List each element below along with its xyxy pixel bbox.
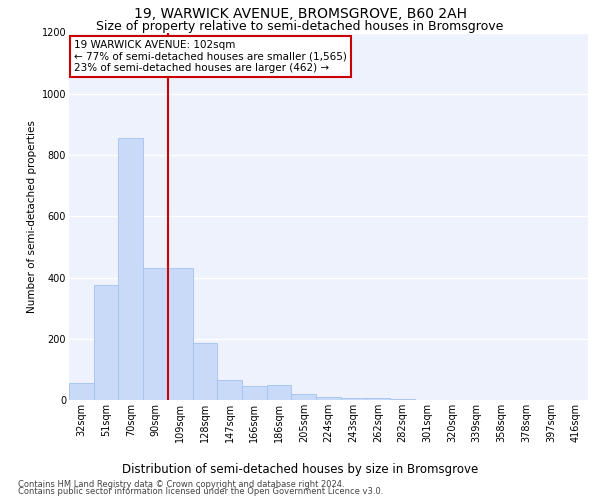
Bar xyxy=(242,386,267,400)
Bar xyxy=(292,394,316,400)
Bar xyxy=(267,384,292,400)
Bar xyxy=(365,398,390,400)
Bar xyxy=(217,380,242,400)
Text: Size of property relative to semi-detached houses in Bromsgrove: Size of property relative to semi-detach… xyxy=(97,20,503,33)
Bar xyxy=(316,397,341,400)
Bar xyxy=(143,268,168,400)
Text: Contains public sector information licensed under the Open Government Licence v3: Contains public sector information licen… xyxy=(18,487,383,496)
Text: Distribution of semi-detached houses by size in Bromsgrove: Distribution of semi-detached houses by … xyxy=(122,462,478,475)
Bar xyxy=(69,383,94,400)
Bar xyxy=(193,344,217,400)
Text: 19 WARWICK AVENUE: 102sqm
← 77% of semi-detached houses are smaller (1,565)
23% : 19 WARWICK AVENUE: 102sqm ← 77% of semi-… xyxy=(74,40,347,73)
Text: 19, WARWICK AVENUE, BROMSGROVE, B60 2AH: 19, WARWICK AVENUE, BROMSGROVE, B60 2AH xyxy=(133,8,467,22)
Bar xyxy=(168,268,193,400)
Y-axis label: Number of semi-detached properties: Number of semi-detached properties xyxy=(28,120,37,312)
Bar xyxy=(118,138,143,400)
Bar xyxy=(94,285,118,400)
Text: Contains HM Land Registry data © Crown copyright and database right 2024.: Contains HM Land Registry data © Crown c… xyxy=(18,480,344,489)
Bar xyxy=(341,398,365,400)
